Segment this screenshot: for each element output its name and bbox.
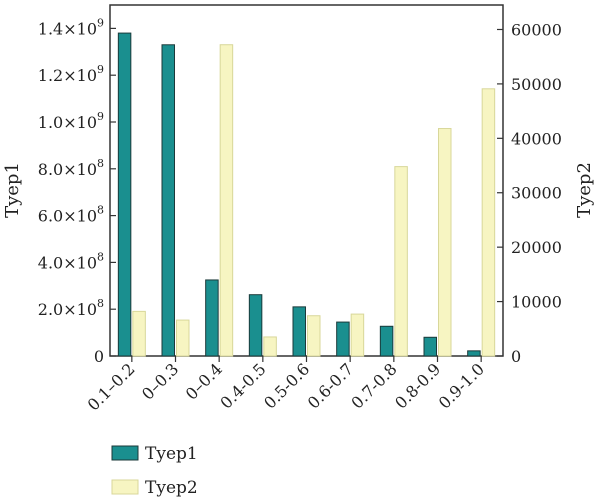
right-tick-label-3: 30000 xyxy=(511,184,562,203)
left-tick-exponent-2: 8 xyxy=(97,250,104,263)
legend-swatch-tyep1 xyxy=(111,445,139,461)
bar-tyep2-0 xyxy=(132,310,146,357)
left-tick-label-3: 6.0×108 xyxy=(38,204,104,226)
x-tick-label-6: 0.7-0.8 xyxy=(347,359,400,412)
bar-tyep1-2 xyxy=(205,279,219,357)
left-tick-label-4: 8.0×108 xyxy=(38,157,104,179)
right-tick-label-2: 20000 xyxy=(511,238,562,257)
left-tick-label-7: 1.4×109 xyxy=(38,16,104,38)
right-tick-label-4: 40000 xyxy=(511,129,562,148)
bar-tyep1-3 xyxy=(248,294,263,357)
bar-tyep2-7 xyxy=(438,128,452,357)
left-tick-label-5: 1.0×109 xyxy=(38,110,104,132)
x-tick-label-8: 0.9-1.0 xyxy=(435,359,488,412)
bar-tyep2-8 xyxy=(481,88,496,357)
left-tick-exponent-7: 9 xyxy=(97,16,104,29)
left-tick-label-1: 2.0×108 xyxy=(38,297,104,319)
plot-area: 0.1–0.2 0–0.3 0–0.40.4-0.50.5-0.60.6-0.70.… xyxy=(38,4,562,414)
bar-tyep1-8 xyxy=(467,350,481,357)
x-tick-label-1: 0–0.3 xyxy=(138,359,182,403)
left-tick-exponent-4: 8 xyxy=(97,157,104,170)
bar-tyep1-0 xyxy=(117,32,132,357)
bar-tyep2-3 xyxy=(263,336,277,357)
right-tick-label-6: 60000 xyxy=(511,20,562,39)
bar-tyep1-4 xyxy=(292,306,306,357)
bar-tyep1-7 xyxy=(423,336,437,357)
left-tick-label-6: 1.2×109 xyxy=(38,63,104,85)
left-y-axis-label: Tyep1 xyxy=(2,162,23,218)
bar-tyep1-1 xyxy=(161,44,175,357)
right-y-axis-label: Tyep2 xyxy=(574,162,595,218)
left-tick-label-2: 4.0×108 xyxy=(38,250,104,272)
left-tick-exponent-1: 8 xyxy=(97,297,104,310)
bar-tyep1-5 xyxy=(336,321,350,357)
legend: Tyep1 Tyep2 xyxy=(111,444,198,498)
left-tick-exponent-3: 8 xyxy=(97,204,104,217)
left-tick-exponent-5: 9 xyxy=(97,110,104,123)
legend-label-tyep1: Tyep1 xyxy=(145,444,198,464)
bar-tyep2-6 xyxy=(394,166,408,357)
bar-tyep2-2 xyxy=(219,44,234,357)
left-tick-label-0: 0 xyxy=(94,347,104,366)
bar-tyep1-6 xyxy=(379,325,394,357)
legend-label-tyep2: Tyep2 xyxy=(145,478,198,498)
bar-tyep2-4 xyxy=(307,315,321,357)
left-tick-exponent-6: 9 xyxy=(97,63,104,76)
x-tick-label-5: 0.6-0.7 xyxy=(304,359,357,412)
right-tick-label-1: 10000 xyxy=(511,293,562,312)
right-tick-label-5: 50000 xyxy=(511,75,562,94)
legend-swatch-tyep2 xyxy=(111,479,139,495)
x-tick-label-3: 0.4-0.5 xyxy=(216,359,269,412)
x-tick-label-4: 0.5-0.6 xyxy=(260,359,313,412)
bar-tyep2-5 xyxy=(350,313,365,357)
right-tick-label-0: 0 xyxy=(511,347,521,366)
x-tick-label-0: 0.1–0.2 xyxy=(84,359,139,414)
x-tick-label-7: 0.8-0.9 xyxy=(391,359,444,412)
bar-tyep2-1 xyxy=(176,319,190,357)
